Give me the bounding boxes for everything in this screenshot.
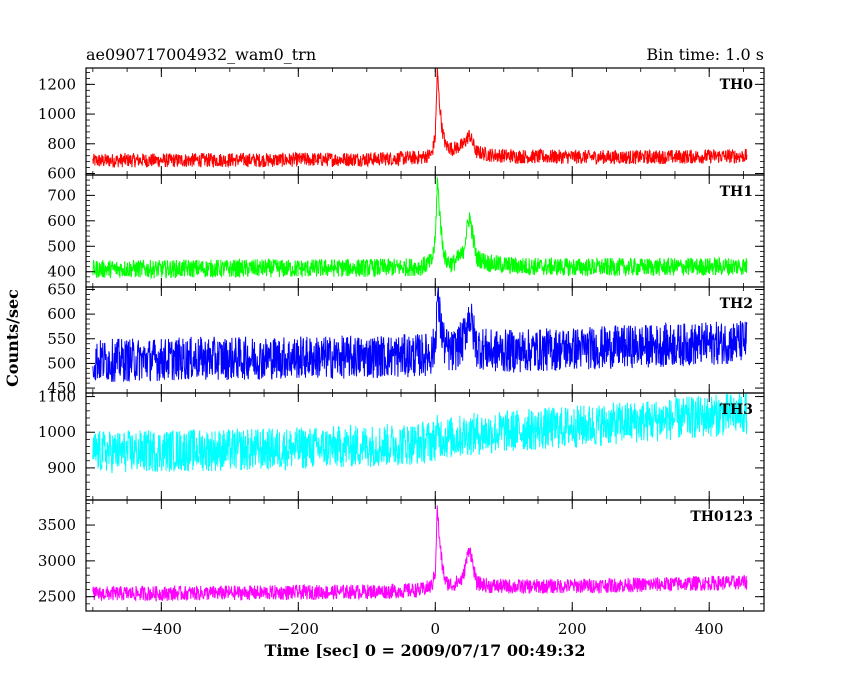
x-tick-label: 400 xyxy=(695,620,724,638)
y-tick-label: 400 xyxy=(47,263,76,281)
y-tick-label: 550 xyxy=(47,330,76,348)
y-tick-label: 500 xyxy=(47,354,76,372)
x-tick-label: −200 xyxy=(278,620,319,638)
panel-label-th2: TH2 xyxy=(720,296,753,312)
y-tick-label: 1200 xyxy=(38,75,76,93)
y-tick-label: 1000 xyxy=(38,105,76,123)
panel-th3: 900 1000 1100 TH3 xyxy=(38,388,765,501)
series-line-th1 xyxy=(92,177,748,280)
panels-group: 600 800 1000 1200 TH0 400 500 600 700 TH1 450 500 55… xyxy=(38,67,765,612)
series-line-th2 xyxy=(92,287,748,383)
panel-label-th3: TH3 xyxy=(720,402,753,418)
y-tick-label: 600 xyxy=(47,165,76,183)
x-axis-label: Time [sec] 0 = 2009/07/17 00:49:32 xyxy=(265,641,586,660)
y-tick-label: 1000 xyxy=(38,423,76,441)
y-tick-label: 600 xyxy=(47,305,76,323)
y-tick-label: 700 xyxy=(47,186,76,204)
y-tick-label: 450 xyxy=(47,379,76,397)
y-tick-label: 3000 xyxy=(38,552,76,570)
series-line-th0123 xyxy=(92,505,748,602)
panel-th1: 400 500 600 700 TH1 xyxy=(47,174,765,288)
x-tick-label: −400 xyxy=(141,620,182,638)
series-line-th3 xyxy=(92,393,748,474)
x-tick-label: 0 xyxy=(430,620,440,638)
y-tick-label: 800 xyxy=(47,135,76,153)
panel-frame xyxy=(85,499,765,612)
y-tick-label: 600 xyxy=(47,212,76,230)
y-tick-label: 3500 xyxy=(38,516,76,534)
panel-label-th0123: TH0123 xyxy=(690,509,753,525)
series-line-th0 xyxy=(92,68,748,169)
y-tick-label: 900 xyxy=(47,459,76,477)
y-tick-label: 2500 xyxy=(38,588,76,606)
y-axis-label: Counts/sec xyxy=(3,289,22,387)
y-tick-label: 650 xyxy=(47,280,76,298)
y-tick-label: 500 xyxy=(47,237,76,255)
panel-th0123: 2500 3000 3500 TH0123 xyxy=(38,499,765,612)
x-axis: −400 −200 0 200 400 xyxy=(141,620,724,638)
panel-th0: 600 800 1000 1200 TH0 xyxy=(38,67,765,183)
x-tick-label: 200 xyxy=(558,620,587,638)
panel-th2: 450 500 550 600 650 TH2 xyxy=(47,280,765,397)
panel-label-th1: TH1 xyxy=(720,184,753,200)
y-tick-label: 1100 xyxy=(38,388,76,406)
panel-label-th0: TH0 xyxy=(720,77,754,93)
bin-time-label: Bin time: 1.0 s xyxy=(646,45,764,64)
chart-title: ae090717004932_wam0_trn xyxy=(86,45,316,64)
